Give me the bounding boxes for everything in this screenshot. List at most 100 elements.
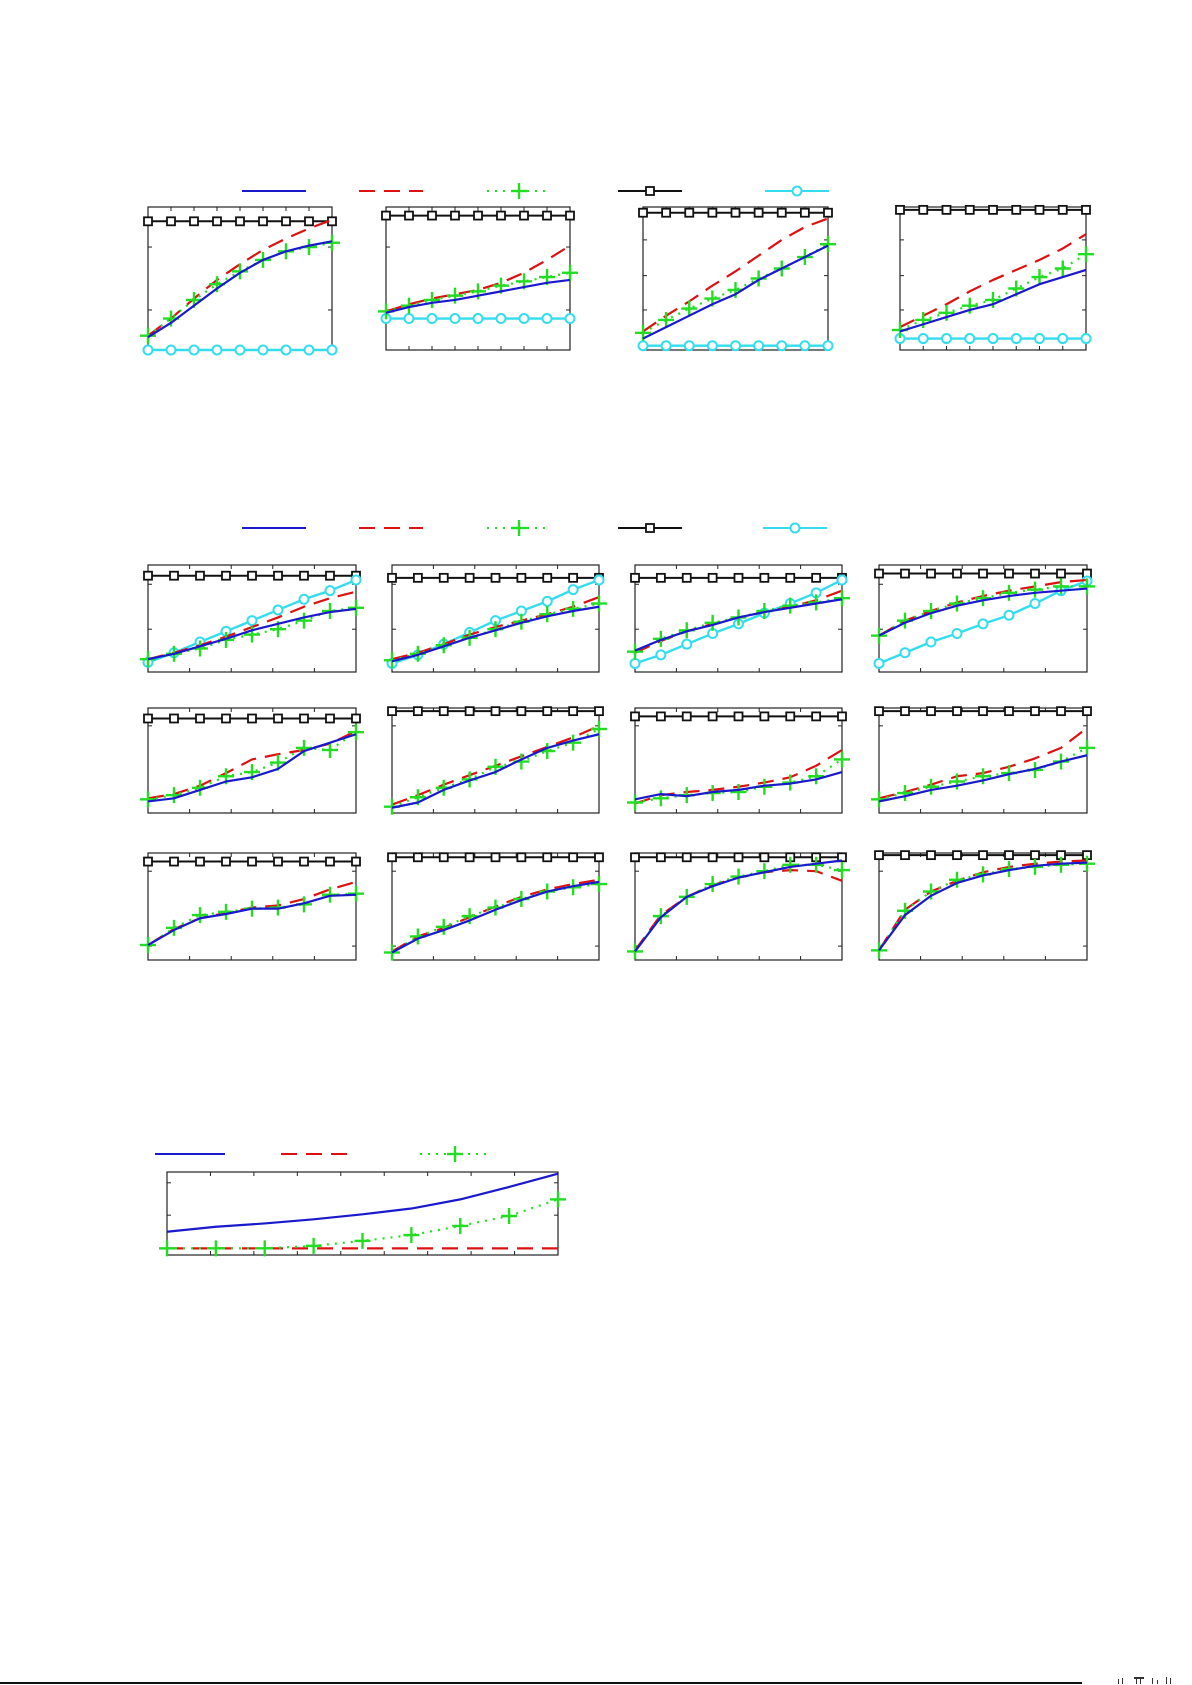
plus-marker — [627, 794, 643, 811]
square-marker — [542, 572, 553, 583]
series-s3 — [140, 724, 364, 808]
series-s4 — [387, 852, 604, 863]
square-marker — [1057, 204, 1068, 215]
square-marker — [638, 207, 648, 218]
figure-a — [140, 183, 1094, 356]
series-s3 — [140, 234, 340, 344]
series-s5 — [894, 333, 1092, 345]
axes-panel-2 — [378, 206, 578, 351]
square-marker — [733, 711, 744, 722]
square-marker — [568, 706, 579, 717]
plus-marker — [354, 1232, 371, 1249]
series-s2 — [642, 217, 829, 333]
square-marker — [281, 216, 291, 227]
circle-marker — [951, 627, 963, 639]
square-marker — [707, 207, 718, 218]
plus-marker — [1078, 246, 1094, 263]
plus-marker — [975, 590, 991, 607]
circle-marker — [142, 344, 154, 356]
plus-marker — [652, 790, 669, 807]
square-marker — [707, 572, 718, 583]
plus-marker — [1001, 584, 1017, 601]
series-s1 — [147, 733, 357, 803]
square-marker — [661, 207, 672, 218]
series-s3 — [384, 721, 607, 815]
square-marker — [874, 850, 884, 861]
square-marker — [221, 570, 231, 581]
square-marker — [823, 207, 833, 218]
square-marker — [1082, 706, 1092, 717]
square-marker — [496, 210, 506, 221]
axes-panel-5 — [140, 707, 364, 814]
axes-panel-1 — [159, 1171, 566, 1257]
plus-legend-icon — [511, 183, 527, 199]
circle-marker — [925, 636, 937, 648]
square-marker — [799, 207, 810, 218]
circle-marker — [165, 344, 177, 356]
square-marker — [412, 706, 423, 717]
circle-marker — [567, 584, 579, 596]
legend-entry-s5 — [763, 522, 827, 534]
plus-marker — [975, 768, 991, 785]
circle-legend-icon — [789, 522, 801, 534]
series-s1 — [147, 893, 357, 946]
square-marker — [490, 852, 501, 863]
square-marker — [1004, 568, 1014, 579]
square-marker — [565, 210, 575, 221]
circle-marker — [637, 340, 649, 352]
circle-marker — [660, 340, 672, 352]
axes-panel-6 — [384, 706, 607, 815]
circle-marker — [1029, 598, 1041, 610]
square-marker — [952, 850, 962, 861]
square-marker — [473, 210, 483, 221]
circle-marker — [799, 340, 811, 352]
series-s4 — [630, 572, 847, 583]
series-s1 — [166, 1172, 559, 1233]
square-marker — [438, 572, 449, 583]
square-marker — [235, 216, 245, 227]
series-s3 — [871, 578, 1095, 644]
circle-marker — [1057, 333, 1069, 345]
square-marker — [387, 572, 397, 583]
square-marker — [630, 852, 640, 863]
legend — [242, 183, 829, 199]
axes-panel-11 — [627, 852, 850, 961]
square-marker — [464, 572, 475, 583]
square-marker — [490, 572, 501, 583]
circle-marker — [917, 333, 929, 345]
square-marker — [273, 713, 283, 724]
square-marker — [247, 713, 257, 724]
axes-panel-7 — [627, 707, 850, 814]
series-s5 — [142, 344, 338, 356]
circle-marker — [593, 574, 605, 586]
square-marker — [258, 216, 268, 227]
series-s1 — [642, 244, 829, 340]
plus-marker — [322, 742, 338, 758]
plus-marker — [782, 597, 799, 614]
series-s5 — [380, 313, 576, 325]
legend — [242, 520, 827, 536]
series-s4 — [630, 852, 847, 863]
circle-marker — [941, 333, 952, 345]
square-marker — [568, 572, 579, 583]
square-marker — [1034, 204, 1045, 215]
circle-marker — [730, 340, 741, 352]
square-marker — [681, 711, 692, 722]
circle-marker — [655, 649, 667, 661]
plus-marker — [1054, 260, 1071, 277]
series-s4 — [381, 210, 575, 221]
series-s3 — [627, 590, 850, 660]
square-marker — [978, 706, 988, 717]
plus-marker — [1079, 739, 1095, 756]
circle-marker — [873, 657, 885, 669]
series-s1 — [634, 598, 843, 652]
square-marker — [811, 572, 822, 583]
series-s2 — [147, 218, 333, 337]
circle-marker — [350, 574, 362, 586]
plus-marker — [207, 1240, 224, 1257]
square-marker — [964, 204, 975, 215]
square-marker — [952, 706, 962, 717]
square-legend-icon — [645, 523, 655, 533]
square-marker — [195, 570, 205, 581]
plus-marker — [782, 856, 799, 873]
